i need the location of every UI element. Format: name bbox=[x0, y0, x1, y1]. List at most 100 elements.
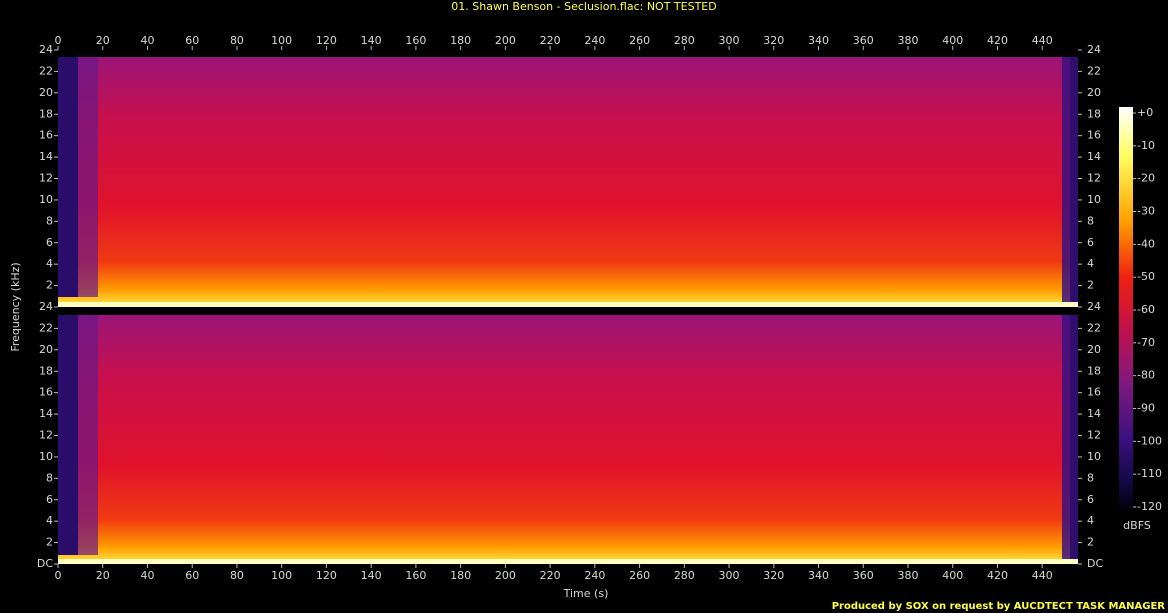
x-tick-label: 140 bbox=[361, 569, 382, 582]
y-tick-label: 18 bbox=[1087, 364, 1101, 377]
x-tick-label: 20 bbox=[96, 569, 110, 582]
x-tick-label: 380 bbox=[898, 34, 919, 47]
y-tick-label: 18 bbox=[1087, 107, 1101, 120]
y-tick-label: 2 bbox=[46, 536, 53, 549]
y-axis-label: Frequency (kHz) bbox=[9, 262, 22, 351]
x-tick-label: 400 bbox=[942, 569, 963, 582]
colorbar-tick-label: -100 bbox=[1137, 434, 1162, 447]
y-tick-label: 4 bbox=[46, 514, 53, 527]
y-tick-label: 4 bbox=[1087, 514, 1094, 527]
y-tick-label: 10 bbox=[1087, 450, 1101, 463]
y-tick-label: DC bbox=[37, 557, 53, 570]
y-tick-label: 14 bbox=[39, 150, 53, 163]
y-tick-label: 6 bbox=[1087, 493, 1094, 506]
y-tick-label: 8 bbox=[1087, 214, 1094, 227]
x-tick-label: 240 bbox=[584, 569, 605, 582]
y-tick-label: 16 bbox=[39, 129, 53, 142]
x-tick-label: 40 bbox=[140, 34, 154, 47]
y-tick-label: 6 bbox=[1087, 236, 1094, 249]
x-tick-label: 420 bbox=[987, 34, 1008, 47]
colorbar bbox=[1119, 107, 1133, 513]
x-tick-label: 300 bbox=[719, 34, 740, 47]
y-tick-label: 16 bbox=[39, 386, 53, 399]
y-tick-label: 24 bbox=[1087, 43, 1101, 56]
y-tick-label: 24 bbox=[1087, 300, 1101, 313]
x-tick-label: 260 bbox=[629, 34, 650, 47]
y-tick-label: 22 bbox=[1087, 64, 1101, 77]
y-tick-label: 2 bbox=[1087, 279, 1094, 292]
x-tick-label: 300 bbox=[719, 569, 740, 582]
y-tick-label: 14 bbox=[39, 407, 53, 420]
x-tick-label: 80 bbox=[230, 569, 244, 582]
x-tick-label: 340 bbox=[808, 34, 829, 47]
x-tick-label: 360 bbox=[853, 34, 874, 47]
x-tick-label: 400 bbox=[942, 34, 963, 47]
x-tick-label: 360 bbox=[853, 569, 874, 582]
x-tick-label: 320 bbox=[763, 569, 784, 582]
x-tick-label: 320 bbox=[763, 34, 784, 47]
spectrogram-panel bbox=[58, 307, 1078, 564]
x-tick-label: 220 bbox=[540, 569, 561, 582]
y-tick-label: 6 bbox=[46, 236, 53, 249]
x-tick-label: 140 bbox=[361, 34, 382, 47]
y-tick-label: 8 bbox=[46, 214, 53, 227]
x-tick-label: 160 bbox=[405, 569, 426, 582]
y-tick-label: 22 bbox=[39, 64, 53, 77]
y-tick-label: 18 bbox=[39, 364, 53, 377]
x-tick-label: 20 bbox=[96, 34, 110, 47]
x-tick-label: 260 bbox=[629, 569, 650, 582]
x-tick-label: 280 bbox=[674, 34, 695, 47]
footer: Produced by SOX on request by AUCDTECT T… bbox=[832, 601, 1166, 612]
x-tick-label: 100 bbox=[271, 34, 292, 47]
x-tick-label: 120 bbox=[316, 34, 337, 47]
x-tick-label: 60 bbox=[185, 569, 199, 582]
y-tick-label: DC bbox=[1087, 557, 1103, 570]
x-tick-label: 280 bbox=[674, 569, 695, 582]
y-tick-label: 22 bbox=[39, 321, 53, 334]
y-tick-label: 8 bbox=[1087, 471, 1094, 484]
x-tick-label: 200 bbox=[495, 34, 516, 47]
y-tick-label: 24 bbox=[39, 300, 53, 313]
x-tick-label: 440 bbox=[1032, 34, 1053, 47]
y-tick-label: 2 bbox=[1087, 536, 1094, 549]
y-tick-label: 20 bbox=[1087, 86, 1101, 99]
y-tick-label: 6 bbox=[46, 493, 53, 506]
y-tick-label: 18 bbox=[39, 107, 53, 120]
x-tick-label: 40 bbox=[140, 569, 154, 582]
x-tick-label: 0 bbox=[55, 34, 62, 47]
colorbar-tick-label: -110 bbox=[1137, 467, 1162, 480]
chart-title: 01. Shawn Benson - Seclusion.flac: NOT T… bbox=[451, 0, 716, 13]
x-tick-label: 60 bbox=[185, 34, 199, 47]
x-tick-label: 220 bbox=[540, 34, 561, 47]
y-tick-label: 20 bbox=[39, 343, 53, 356]
colorbar-tick-label: -10 bbox=[1137, 139, 1155, 152]
x-tick-label: 100 bbox=[271, 569, 292, 582]
y-tick-label: 2 bbox=[46, 279, 53, 292]
x-tick-label: 120 bbox=[316, 569, 337, 582]
x-tick-label: 200 bbox=[495, 569, 516, 582]
x-tick-label: 80 bbox=[230, 34, 244, 47]
y-tick-label: 22 bbox=[1087, 321, 1101, 334]
colorbar-label: dBFS bbox=[1123, 519, 1151, 532]
y-tick-label: 12 bbox=[1087, 429, 1101, 442]
x-tick-label: 180 bbox=[450, 569, 471, 582]
y-tick-label: 10 bbox=[1087, 193, 1101, 206]
x-tick-label: 420 bbox=[987, 569, 1008, 582]
y-tick-label: 14 bbox=[1087, 150, 1101, 163]
x-tick-label: 440 bbox=[1032, 569, 1053, 582]
spectrogram-panel bbox=[58, 50, 1078, 307]
colorbar-tick-label: +0 bbox=[1137, 106, 1153, 119]
y-tick-label: 12 bbox=[39, 172, 53, 185]
x-axis-label: Time (s) bbox=[563, 587, 609, 600]
colorbar-tick-label: -70 bbox=[1137, 336, 1155, 349]
colorbar-tick-label: -90 bbox=[1137, 402, 1155, 415]
y-tick-label: 14 bbox=[1087, 407, 1101, 420]
y-tick-label: 20 bbox=[39, 86, 53, 99]
x-tick-label: 180 bbox=[450, 34, 471, 47]
x-tick-label: 380 bbox=[898, 569, 919, 582]
colorbar-tick-label: -120 bbox=[1137, 500, 1162, 513]
y-tick-label: 20 bbox=[1087, 343, 1101, 356]
colorbar-tick-label: -30 bbox=[1137, 205, 1155, 218]
y-tick-label: 12 bbox=[39, 429, 53, 442]
